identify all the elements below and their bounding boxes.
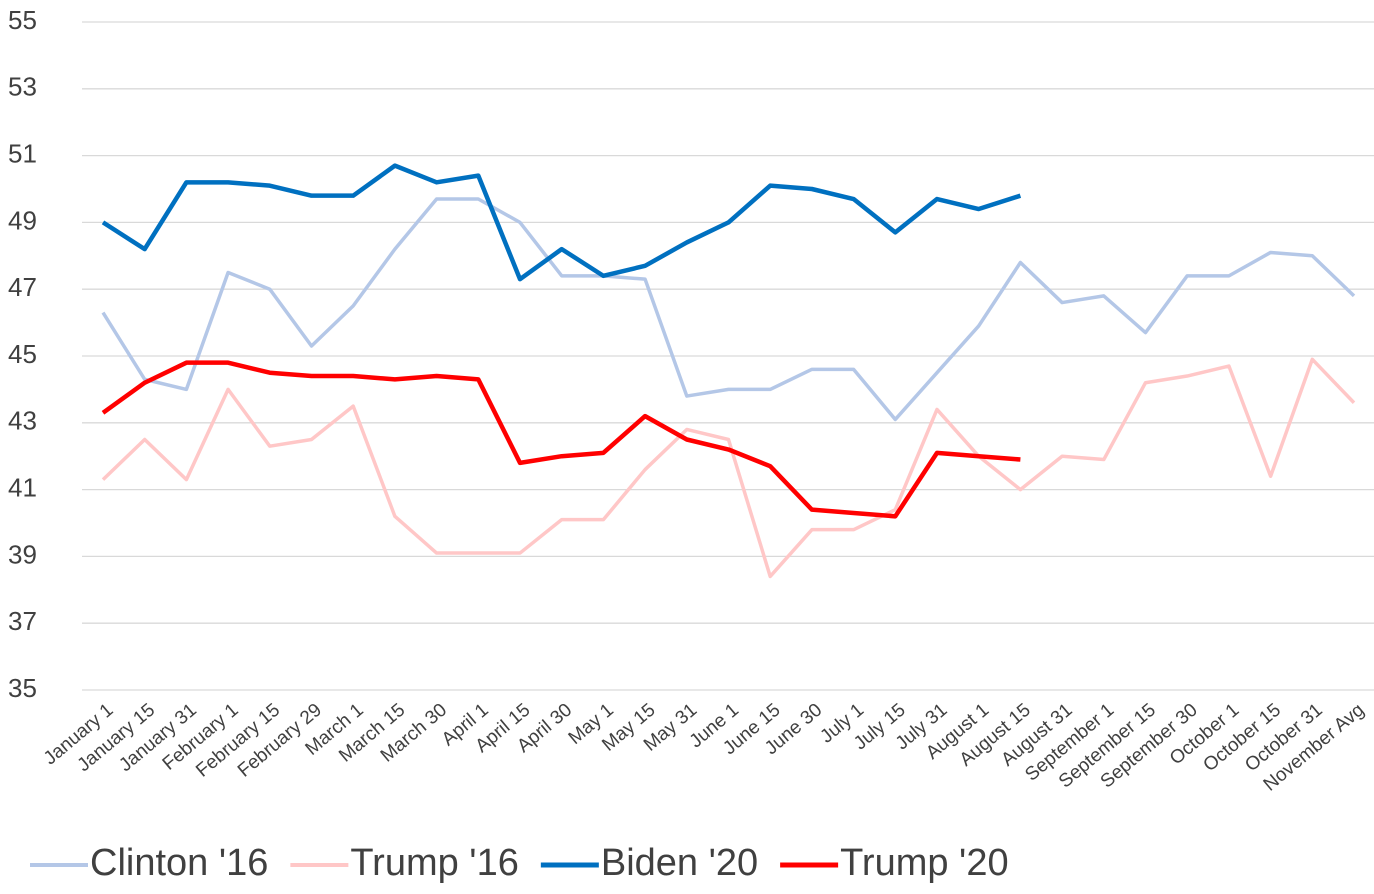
series-line <box>103 359 1354 576</box>
y-tick-label: 43 <box>8 406 37 436</box>
legend-label: Trump '16 <box>350 842 518 884</box>
y-tick-label: 39 <box>8 539 37 569</box>
chart: 3537394143454749515355January 1January 1… <box>0 0 1374 894</box>
series-line <box>103 199 1354 419</box>
series-line <box>103 363 1020 517</box>
legend-label: Trump '20 <box>840 842 1008 884</box>
y-tick-label: 53 <box>8 72 37 102</box>
y-tick-label: 37 <box>8 606 37 636</box>
y-tick-label: 47 <box>8 272 37 302</box>
legend-label: Biden '20 <box>601 842 758 884</box>
y-tick-label: 49 <box>8 205 37 235</box>
y-tick-label: 35 <box>8 673 37 703</box>
y-tick-label: 55 <box>8 5 37 35</box>
y-tick-label: 51 <box>8 138 37 168</box>
legend-label: Clinton '16 <box>90 842 268 884</box>
y-tick-label: 45 <box>8 339 37 369</box>
y-tick-label: 41 <box>8 472 37 502</box>
